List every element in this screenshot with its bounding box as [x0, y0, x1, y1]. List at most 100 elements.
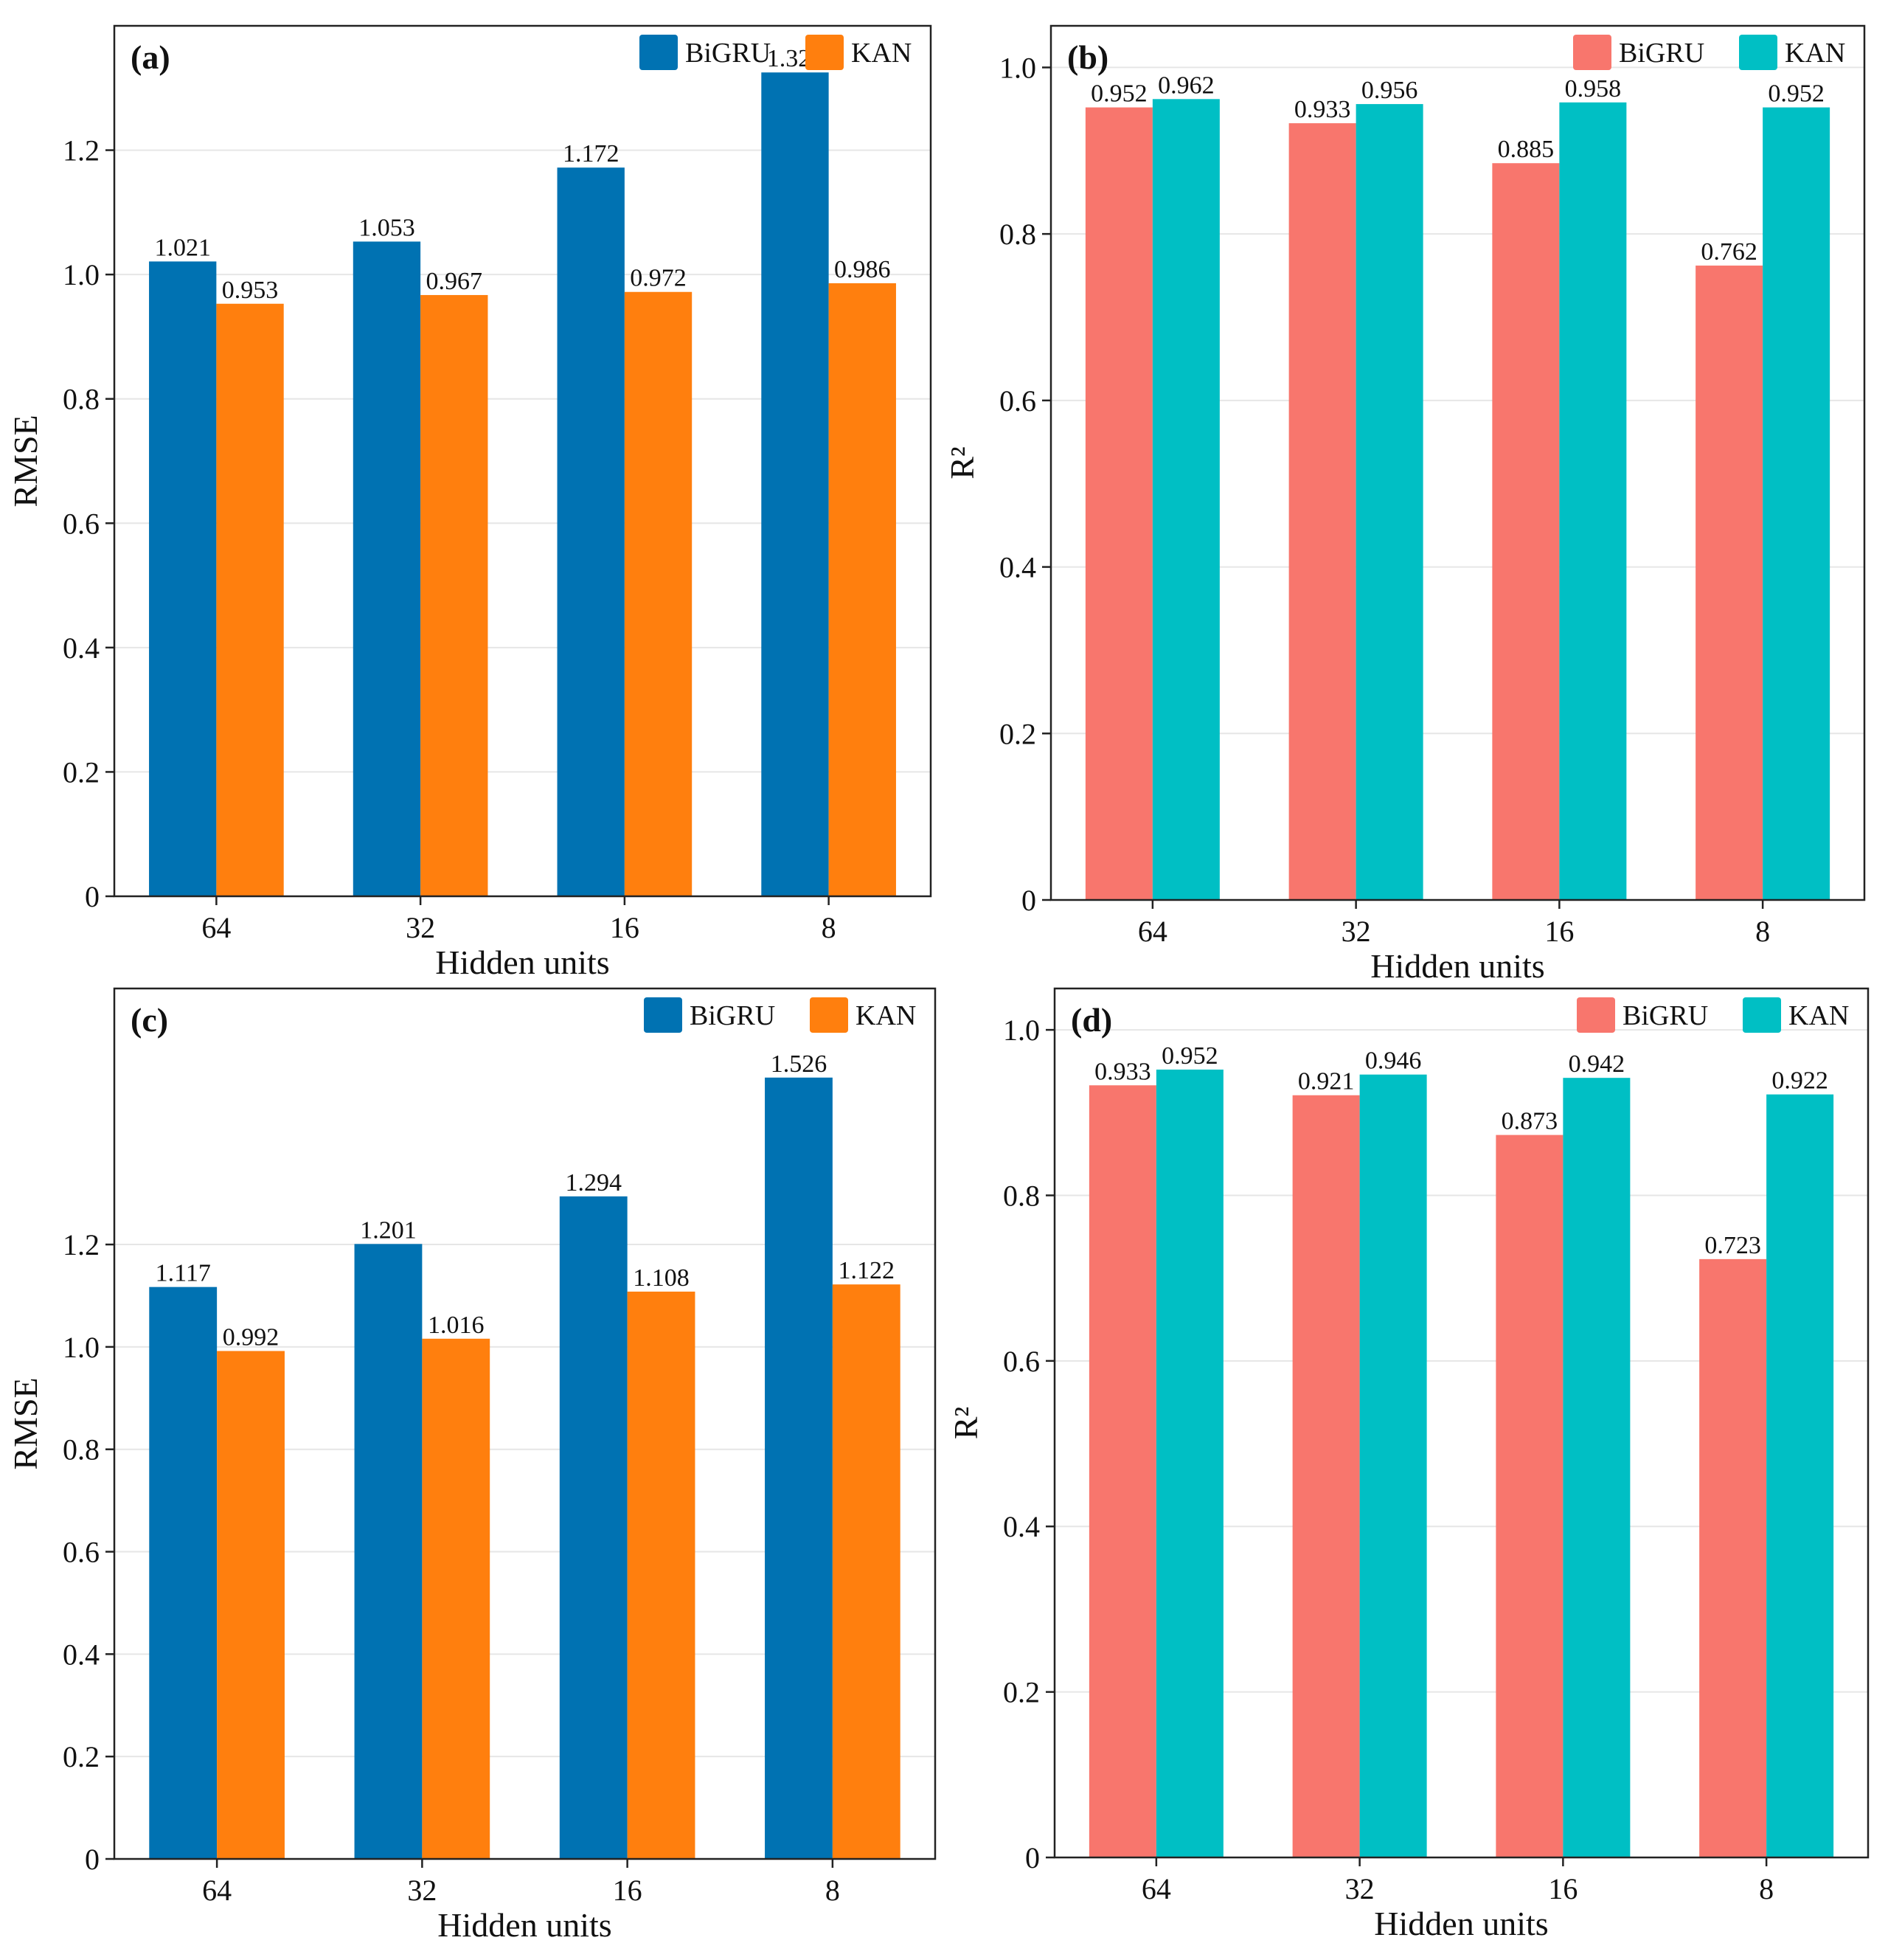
plot-frame — [1053, 987, 1870, 1859]
legend-label: BiGRU — [1619, 38, 1704, 69]
bar-kan-64 — [217, 1351, 285, 1859]
legend-label: KAN — [856, 1000, 916, 1031]
bar-kan-8 — [828, 283, 896, 896]
legend-swatch-bigru — [639, 35, 678, 70]
bar-bigru-8 — [765, 1077, 833, 1859]
data-label: 1.122 — [839, 1257, 895, 1284]
data-label: 0.952 — [1162, 1042, 1218, 1070]
bar-bigru-8 — [761, 72, 829, 897]
bar-bigru-8 — [1696, 266, 1763, 900]
data-label: 0.762 — [1701, 238, 1757, 266]
chart-panel-b: 0.952 0.933 0.885 0.762 0.962 0.956 0.958 0.952… — [943, 24, 1866, 985]
y-tick-label: 0.6 — [63, 1536, 100, 1569]
data-label: 1.053 — [358, 214, 415, 241]
data-label: 0.956 — [1361, 77, 1418, 104]
bar-bigru-16 — [1496, 1135, 1564, 1857]
data-label: 0.972 — [630, 265, 687, 292]
bar-kan-32 — [1356, 104, 1423, 901]
bar-kan-8 — [832, 1284, 900, 1859]
bar-bigru-32 — [354, 1244, 423, 1859]
data-label: 0.992 — [223, 1323, 280, 1351]
y-tick-label: 1.0 — [999, 51, 1036, 84]
bar-kan-32 — [420, 294, 488, 896]
data-label: 1.172 — [563, 140, 620, 167]
bar-kan-32 — [422, 1338, 490, 1859]
bar-bigru-16 — [557, 167, 625, 896]
legend-swatch-kan — [1739, 35, 1777, 70]
data-label: 0.723 — [1704, 1232, 1761, 1259]
bar-bigru-32 — [353, 241, 421, 896]
y-tick-label: 1.0 — [63, 1331, 100, 1364]
x-tick-label: 8 — [822, 911, 836, 944]
bar-kan-64 — [216, 303, 284, 896]
data-label: 0.946 — [1365, 1047, 1422, 1075]
legend-label: KAN — [851, 38, 912, 69]
bar-bigru-64 — [149, 1287, 218, 1859]
data-label: 1.117 — [156, 1260, 211, 1287]
bar-kan-16 — [1563, 1078, 1631, 1857]
x-tick-label: 64 — [202, 1874, 232, 1907]
bar-bigru-64 — [1085, 107, 1153, 901]
y-tick-label: 0.4 — [63, 631, 100, 665]
y-tick-label: 0.6 — [999, 384, 1036, 418]
data-label: 0.942 — [1569, 1050, 1625, 1078]
bar-kan-8 — [1766, 1094, 1834, 1857]
legend-swatch-bigru — [1577, 997, 1615, 1033]
bar-kan-64 — [1152, 99, 1220, 900]
y-tick-label: 1.0 — [1003, 1014, 1040, 1047]
legend-swatch-bigru — [1573, 35, 1611, 70]
y-tick-label: 0 — [1021, 884, 1036, 917]
x-tick-label: 32 — [407, 1874, 437, 1907]
data-label: 0.953 — [222, 277, 279, 304]
data-label: 1.108 — [633, 1264, 690, 1292]
x-tick-label: 8 — [825, 1874, 840, 1907]
bar-bigru-64 — [1089, 1085, 1156, 1857]
y-axis-title: R² — [943, 446, 981, 479]
x-axis-title: Hidden units — [1374, 1905, 1548, 1942]
y-tick-label: 0 — [85, 880, 100, 913]
data-label: 0.952 — [1768, 80, 1825, 108]
legend-label: KAN — [1788, 1000, 1849, 1031]
bar-kan-8 — [1763, 107, 1830, 901]
x-tick-label: 16 — [610, 911, 639, 944]
bar-bigru-8 — [1699, 1258, 1767, 1857]
bar-kan-16 — [624, 291, 693, 896]
data-label: 0.952 — [1091, 80, 1148, 108]
y-tick-label: 1.0 — [63, 258, 100, 291]
x-tick-label: 8 — [1755, 915, 1770, 948]
y-axis-title: RMSE — [7, 1377, 44, 1469]
data-label: 0.933 — [1294, 96, 1351, 123]
y-tick-label: 0.8 — [999, 218, 1036, 251]
data-label: 0.958 — [1565, 75, 1622, 103]
y-tick-label: 0.2 — [63, 1740, 100, 1773]
legend-label: BiGRU — [1622, 1000, 1708, 1031]
x-tick-label: 16 — [1544, 915, 1574, 948]
y-tick-label: 0.4 — [1003, 1510, 1040, 1543]
panel-label: (a) — [131, 38, 170, 76]
legend-swatch-kan — [810, 997, 848, 1033]
panel-label: (b) — [1067, 38, 1108, 76]
panel-label: (d) — [1071, 1001, 1112, 1039]
legend-label: BiGRU — [685, 38, 771, 69]
data-label: 1.016 — [428, 1312, 485, 1339]
y-tick-label: 0.8 — [63, 1433, 100, 1466]
bar-bigru-32 — [1288, 123, 1356, 901]
y-tick-label: 0.6 — [1003, 1345, 1040, 1378]
y-tick-label: 0.8 — [63, 383, 100, 416]
x-tick-label: 8 — [1759, 1872, 1774, 1905]
y-tick-label: 0.2 — [999, 717, 1036, 750]
x-tick-label: 64 — [1138, 915, 1167, 948]
bar-bigru-16 — [559, 1196, 628, 1859]
x-axis-title: Hidden units — [437, 1906, 611, 1944]
bar-kan-16 — [1559, 102, 1627, 900]
plot-frame — [113, 24, 932, 898]
y-axis-title: R² — [947, 1407, 985, 1439]
legend-swatch-kan — [1743, 997, 1781, 1033]
bar-kan-16 — [627, 1291, 695, 1859]
x-tick-label: 16 — [1548, 1872, 1578, 1905]
x-tick-label: 16 — [613, 1874, 642, 1907]
bar-kan-32 — [1359, 1074, 1427, 1857]
plot-frame — [113, 987, 937, 1860]
x-tick-label: 64 — [1142, 1872, 1171, 1905]
